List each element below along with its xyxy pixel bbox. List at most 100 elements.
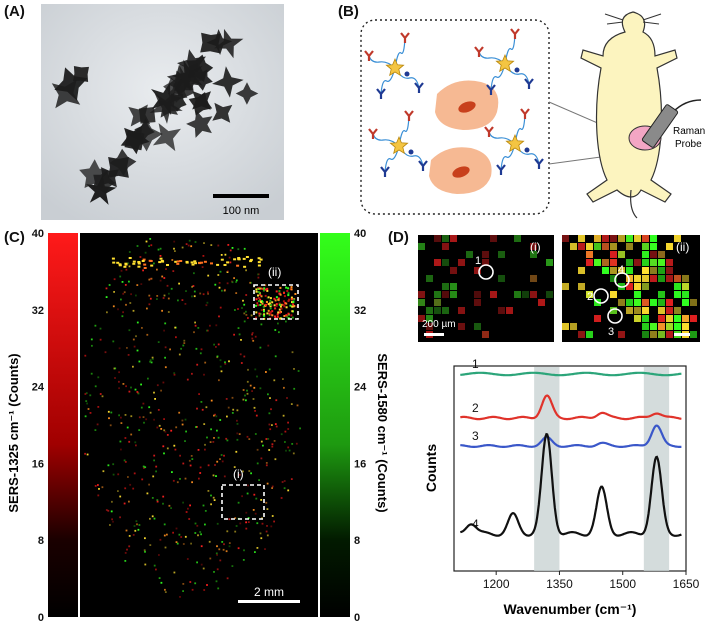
zoom-pixel — [530, 291, 537, 298]
sers-pixel — [271, 424, 273, 426]
sers-pixel — [84, 415, 87, 418]
sers-pixel — [213, 343, 215, 346]
zoom-pixel — [474, 267, 481, 274]
sers-pixel — [232, 408, 235, 411]
sers-pixel — [215, 552, 218, 555]
sers-pixel — [229, 249, 232, 252]
sers-pixel — [278, 292, 281, 295]
sers-pixel — [112, 463, 115, 466]
sers-pixel — [210, 494, 212, 497]
sers-pixel — [287, 428, 290, 430]
colorbar-1325-title: SERS-1325 cm⁻¹ (Counts) — [6, 353, 21, 512]
zoom-pixel — [594, 243, 601, 250]
sers-pixel — [269, 311, 272, 314]
sers-pixel — [164, 588, 166, 591]
sers-pixel — [124, 487, 127, 490]
sers-pixel — [165, 268, 167, 270]
zoom-pixel — [450, 283, 457, 290]
zoom-pixel — [634, 291, 641, 298]
sers-pixel — [252, 509, 255, 511]
sers-pixel — [179, 596, 181, 598]
antibody-icon — [404, 110, 414, 121]
sers-pixel — [175, 541, 178, 543]
sers-pixel — [270, 525, 273, 528]
sers-pixel — [291, 351, 294, 354]
sers-pixel — [107, 464, 110, 467]
sers-pixel — [120, 422, 123, 424]
sers-pixel — [108, 284, 111, 286]
sers-pixel — [149, 260, 153, 262]
spectrum-line-4 — [460, 432, 682, 537]
sers-pixel — [290, 298, 293, 301]
sers-pixel — [237, 257, 241, 259]
sers-pixel — [237, 248, 240, 251]
sers-pixel — [191, 372, 193, 375]
sers-pixel — [238, 473, 241, 476]
sers-pixel — [193, 260, 197, 263]
sers-pixel — [279, 286, 282, 289]
x-tick-label: 1350 — [546, 577, 573, 591]
sers-pixel — [248, 470, 251, 472]
sers-pixel — [137, 392, 140, 395]
sers-pixel — [195, 347, 198, 350]
sers-pixel — [202, 567, 205, 570]
sers-pixel — [210, 244, 213, 246]
sers-pixel — [227, 244, 230, 246]
antibody-icon — [520, 108, 530, 119]
sers-pixel — [159, 279, 162, 282]
point-2-marker — [593, 288, 609, 304]
sers-pixel — [280, 433, 283, 436]
sers-pixel — [209, 441, 212, 443]
zoom-pixel — [642, 299, 649, 306]
sers-pixel — [256, 462, 259, 465]
sers-pixel — [260, 300, 263, 303]
sers-pixel — [256, 302, 259, 304]
sers-pixel — [125, 268, 128, 271]
sers-pixel — [192, 285, 195, 287]
sers-pixel — [143, 549, 146, 552]
sers-pixel — [266, 296, 269, 299]
sers-pixel — [242, 389, 245, 391]
zoom-pixel — [442, 243, 449, 250]
sers-pixel — [194, 532, 197, 534]
sers-pixel — [292, 301, 295, 303]
sers-pixel — [118, 347, 121, 350]
sers-pixel — [237, 258, 241, 261]
sers-pixel — [261, 302, 264, 305]
sers-pixel — [255, 497, 258, 500]
sers-pixel — [190, 455, 193, 457]
sers-pixel — [124, 284, 127, 286]
sers-pixel — [268, 449, 271, 451]
sers-pixel — [229, 261, 232, 264]
colorbar-1325-tick: 40 — [32, 228, 44, 240]
sers-pixel — [251, 337, 254, 340]
sers-pixel — [292, 452, 295, 455]
sers-pixel — [97, 484, 99, 486]
sers-pixel — [277, 297, 280, 300]
sers-pixel — [149, 297, 152, 300]
sers-pixel — [132, 262, 136, 265]
sers-pixel — [166, 284, 169, 287]
sers-pixel — [238, 333, 241, 336]
sers-pixel — [269, 297, 272, 300]
sers-pixel — [160, 389, 162, 392]
sers-pixel — [242, 559, 245, 561]
sers-pixel — [278, 331, 280, 334]
sers-pixel — [185, 511, 188, 513]
sers-pixel — [199, 466, 202, 469]
sers-pixel — [218, 379, 220, 382]
sers-pixel — [196, 407, 198, 410]
sers-pixel — [241, 495, 243, 498]
sers-pixel — [144, 537, 146, 540]
sers-pixel — [273, 304, 276, 307]
sers-pixel — [148, 294, 151, 297]
sers-pixel — [282, 414, 285, 417]
sers-pixel — [240, 362, 243, 364]
sers-pixel — [265, 303, 267, 306]
sers-pixel — [203, 242, 205, 244]
zoom-pixel — [578, 331, 585, 338]
sers-pixel — [280, 307, 283, 310]
zoom-pixel — [634, 259, 641, 266]
sers-pixel — [205, 304, 208, 307]
